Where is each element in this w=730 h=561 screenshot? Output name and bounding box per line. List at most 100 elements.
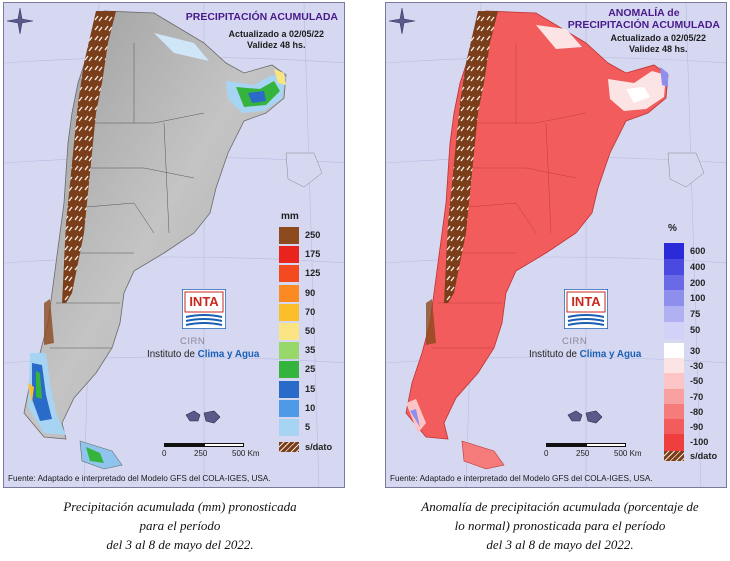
- legend-label: 35: [305, 345, 316, 356]
- legend-swatch: [279, 419, 299, 436]
- institute-name: Instituto de Clima y Agua: [529, 349, 641, 360]
- legend-row: 5: [279, 419, 339, 436]
- nodata-label: s/dato: [305, 442, 333, 453]
- argentina-land: [23, 10, 287, 440]
- inta-logo-text: INTA: [189, 294, 219, 309]
- update-info: Actualizado a 02/05/22 Validez 48 hs.: [228, 29, 324, 50]
- inta-logo-text: INTA: [571, 294, 601, 309]
- legend-row: 25: [279, 361, 339, 379]
- legend-label: 5: [305, 422, 311, 432]
- source-note: Fuente: Adaptado e interpretado del Mode…: [390, 474, 653, 483]
- anomaly-map-panel: ANOMALÍA de PRECIPITACIÓN ACUMULADA Actu…: [385, 2, 727, 488]
- legend-row: 50: [664, 322, 724, 339]
- legend-swatch: [279, 284, 299, 302]
- legend-swatch: [664, 243, 684, 260]
- legend-label: 175: [305, 249, 321, 260]
- legend-swatch: [664, 290, 684, 308]
- caption-line: del 3 al 8 de mayo del 2022.: [106, 537, 254, 552]
- legend-swatch: [279, 399, 299, 417]
- scale-tick-0: 0: [162, 449, 167, 458]
- update-info: Actualizado a 02/05/22 Validez 48 hs.: [610, 33, 706, 54]
- legend-swatch: [664, 388, 684, 406]
- legend-label: 50: [305, 326, 316, 336]
- legend-swatch: [664, 373, 684, 391]
- left-caption: Precipitación acumulada (mm) pronosticad…: [30, 497, 330, 554]
- caption-line: Precipitación acumulada (mm) pronosticad…: [63, 499, 297, 514]
- legend-label: 75: [690, 309, 701, 320]
- legend-swatch: [664, 419, 684, 436]
- precipitation-map: [4, 3, 344, 487]
- legend-row: -100: [664, 434, 724, 452]
- legend-nodata: s/dato: [664, 451, 724, 468]
- legend-label: -50: [690, 376, 704, 387]
- legend-label: 100: [690, 293, 706, 304]
- nodata-label: s/dato: [690, 451, 718, 462]
- legend-label: 10: [305, 402, 316, 413]
- legend-swatch: [279, 361, 299, 379]
- legend-row: -50: [664, 373, 724, 391]
- scale-bar: 0 250 500 Km: [544, 443, 642, 459]
- legend-label: 25: [305, 364, 316, 375]
- legend-swatch: [279, 265, 299, 283]
- legend-row: 75: [664, 306, 724, 324]
- anomaly-map: [386, 3, 726, 487]
- legend-label: 30: [690, 346, 701, 356]
- legend-row: -70: [664, 388, 724, 406]
- anomaly-title-line2: PRECIPITACIÓN ACUMULADA: [567, 19, 720, 31]
- scale-tick-0: 0: [544, 449, 549, 458]
- institute-prefix: Instituto de: [147, 349, 198, 360]
- legend-label: 600: [690, 246, 706, 256]
- legend-row: 100: [664, 290, 724, 308]
- malvinas-islands: [185, 410, 221, 424]
- legend-label: 250: [305, 230, 321, 240]
- legend-swatch: [664, 434, 684, 452]
- legend-label: 70: [305, 306, 316, 317]
- institute-highlight: Clima y Agua: [197, 349, 260, 360]
- legend-row: 600: [664, 243, 724, 260]
- caption-line: para el período: [139, 518, 221, 533]
- legend-row: 200: [664, 274, 724, 292]
- andes-nodata: [62, 11, 116, 303]
- legend-swatch: [664, 274, 684, 292]
- legend-label: 90: [305, 287, 316, 298]
- legend-swatch: [279, 227, 299, 244]
- legend-row: -90: [664, 419, 724, 436]
- legend-unit: mm: [281, 211, 299, 222]
- legend-swatch: [664, 258, 684, 276]
- legend-swatch: [664, 343, 684, 360]
- legend-label: -80: [690, 406, 704, 417]
- cirn-text: CIRN: [562, 336, 588, 347]
- legend-swatch: [664, 358, 684, 376]
- validity-text: Validez 48 hs.: [628, 43, 688, 54]
- legend-label: 125: [305, 268, 321, 279]
- caption-line: lo normal) pronosticada para el período: [454, 518, 666, 533]
- andes-nodata-right: [444, 11, 498, 303]
- tierra-del-fuego: [79, 440, 123, 470]
- legend-label: 200: [690, 277, 706, 288]
- legend-row: 10: [279, 399, 339, 417]
- scale-bar: 0 250 500 Km: [162, 443, 260, 459]
- legend-row: 50: [279, 323, 339, 340]
- institute-prefix: Instituto de: [529, 349, 580, 360]
- legend-row: -80: [664, 403, 724, 421]
- anomaly-map-title: ANOMALÍA de PRECIPITACIÓN ACUMULADA: [568, 7, 720, 31]
- compass-rose-icon: [388, 7, 416, 35]
- legend-swatch: [279, 380, 299, 398]
- legend-row: 125: [279, 265, 339, 283]
- legend-label: -90: [690, 422, 704, 432]
- update-date: Actualizado a 02/05/22: [228, 29, 324, 39]
- nodata-swatch: [664, 451, 684, 462]
- anomaly-title-line1: ANOMALÍA de: [608, 7, 680, 19]
- cirn-text: CIRN: [180, 336, 206, 347]
- legend-row: 15: [279, 380, 339, 398]
- legend-row: 175: [279, 246, 339, 264]
- legend-label: 400: [690, 261, 706, 272]
- cirn-mark: CIRN: [172, 331, 252, 349]
- legend-row: 30: [664, 343, 724, 360]
- malvinas-islands: [567, 410, 603, 424]
- legend-swatch: [279, 323, 299, 340]
- scale-tick-500: 500 Km: [614, 449, 642, 458]
- scale-tick-250: 250: [194, 449, 208, 458]
- legend-swatch: [664, 403, 684, 421]
- legend-swatch: [279, 342, 299, 360]
